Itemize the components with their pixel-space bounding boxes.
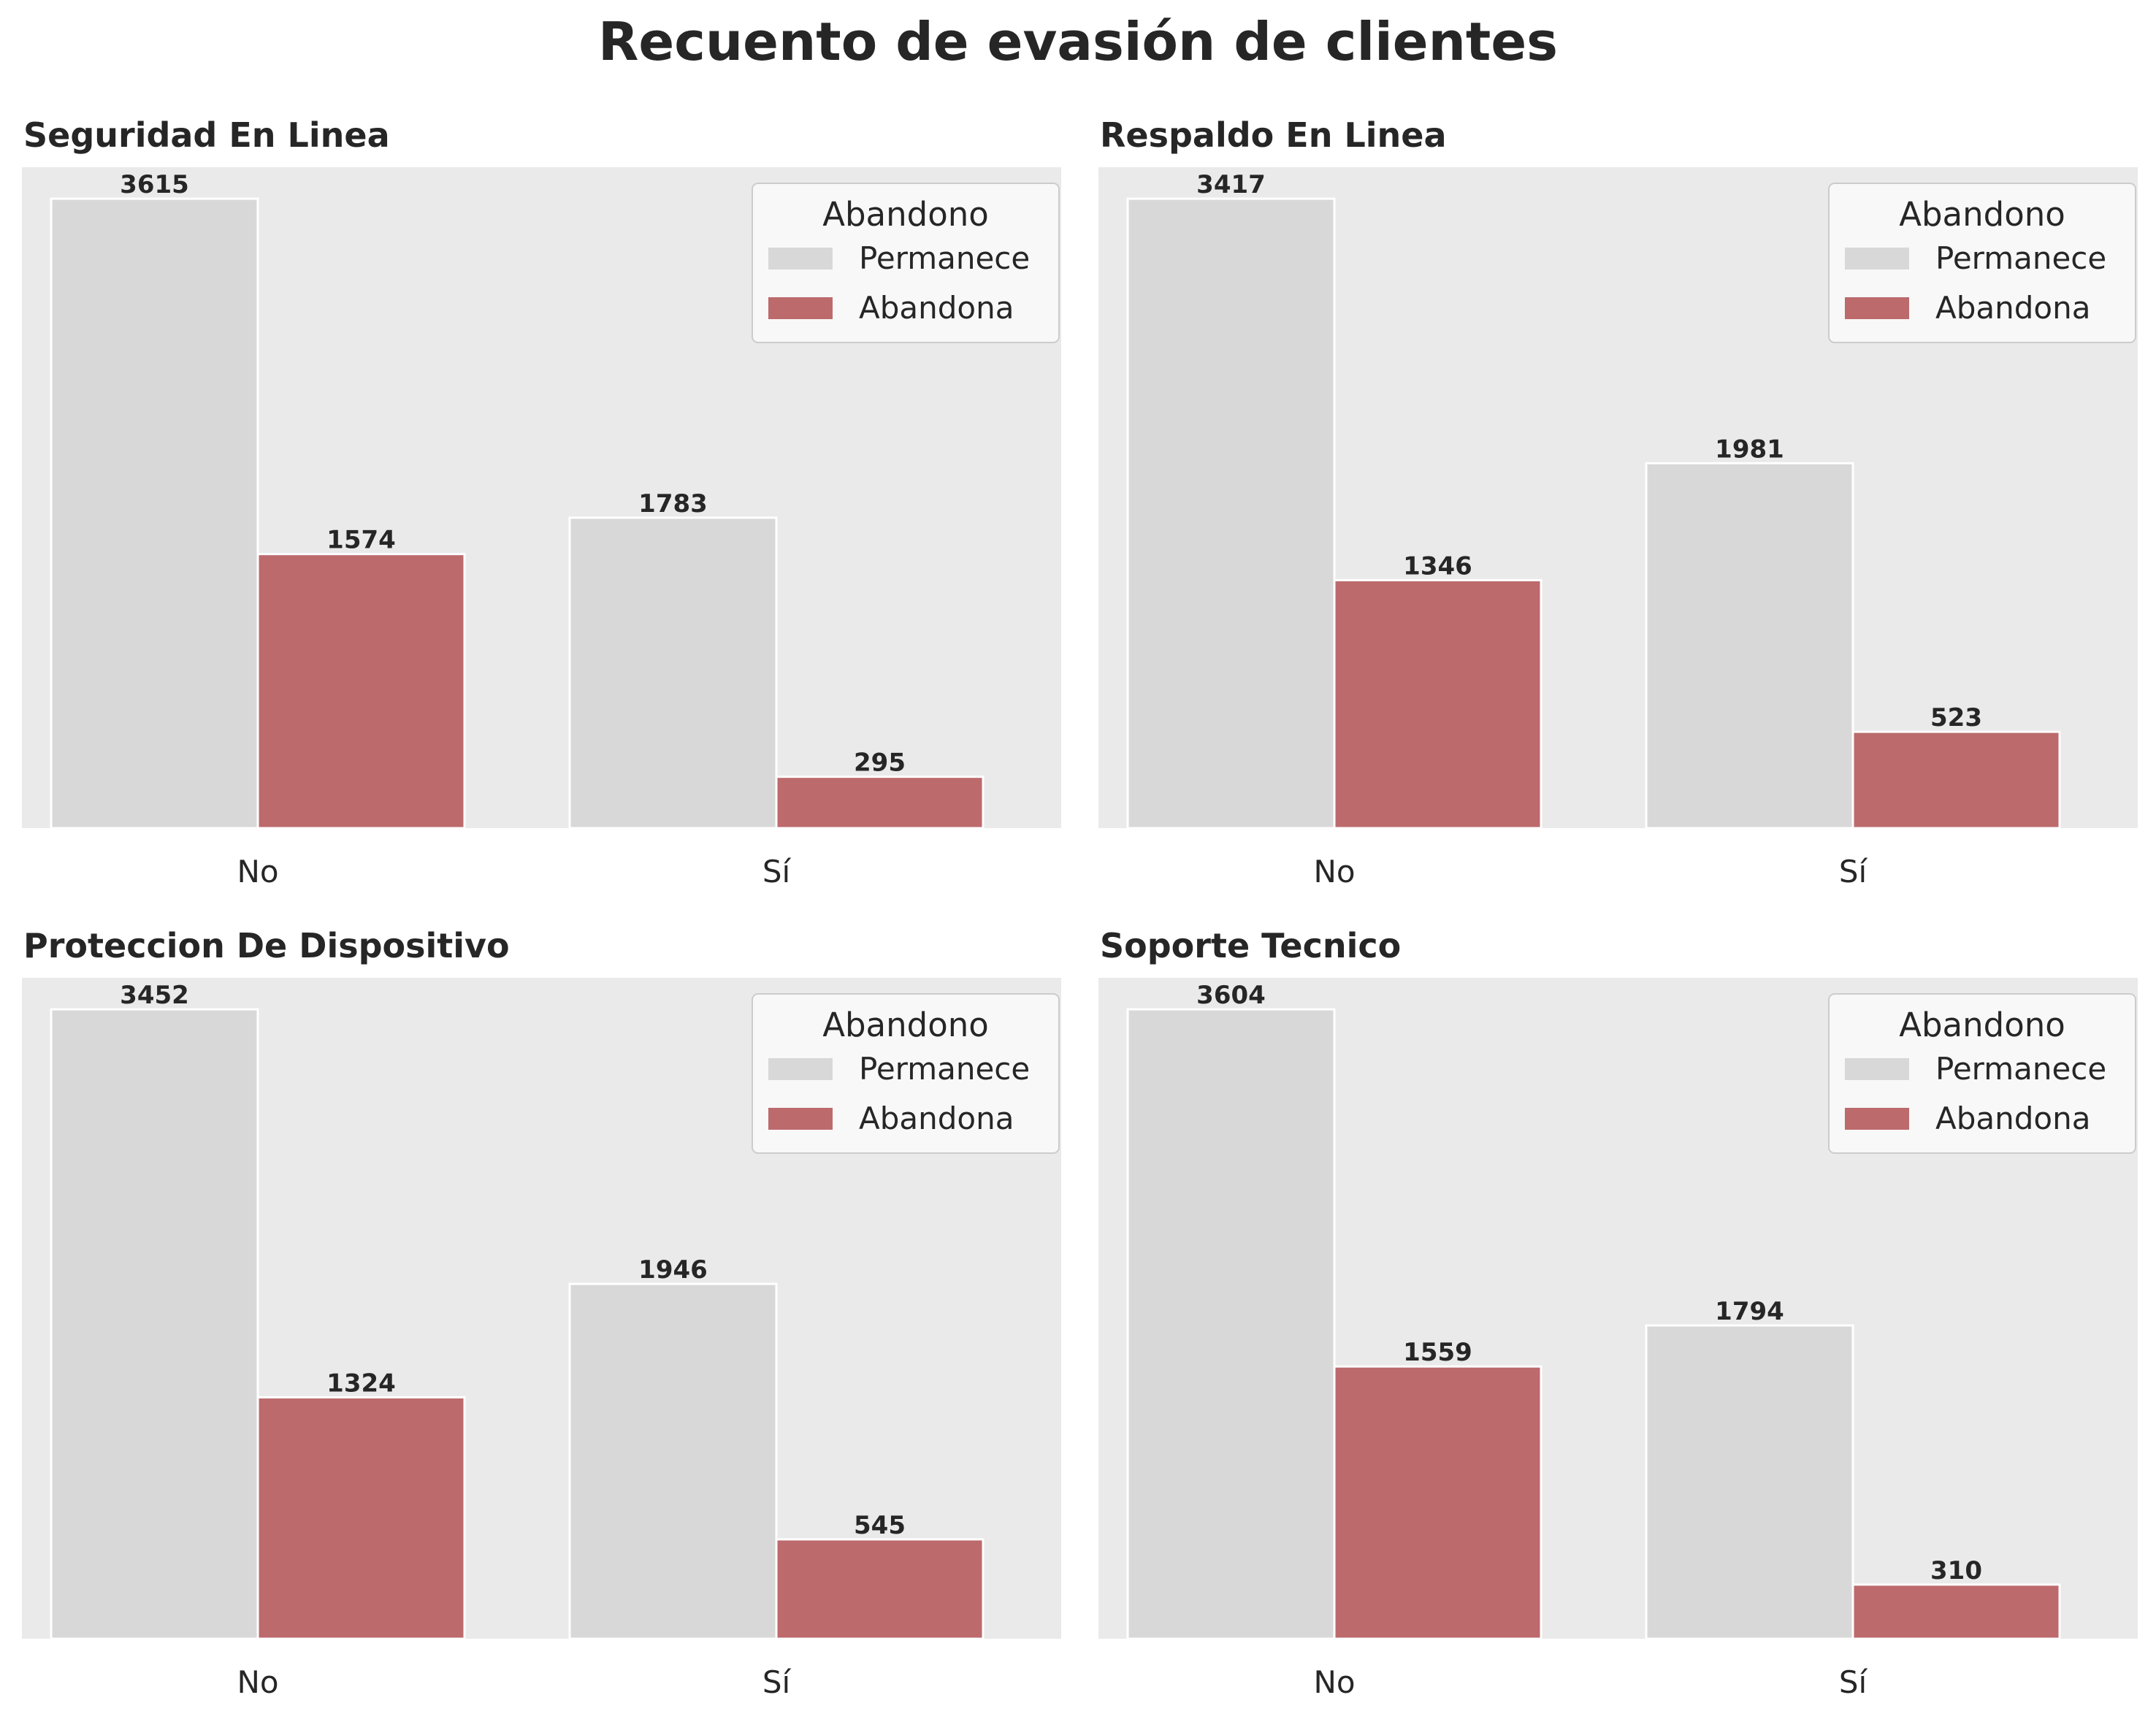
chart-panel-4: Soporte Tecnico 3604 1559 No 1794 310 Sí Abando… [1098,926,2138,1700]
data-label: 310 [1930,1556,1982,1585]
x-tick-label: Sí [762,854,792,889]
x-tick-label: No [237,1664,278,1700]
legend-swatch-abandona [768,297,833,319]
x-tick-label: No [1313,854,1355,889]
data-label: 1559 [1403,1338,1472,1367]
legend-item-label: Abandona [859,1101,1014,1136]
legend-swatch-abandona [1845,297,1909,319]
bar-permanece-0 [50,197,259,830]
bar-permanece-0 [1126,197,1336,830]
legend-swatch-permanece [1845,248,1909,269]
bar-abandona-0 [1333,1365,1543,1640]
legend-swatch-abandona [768,1108,833,1130]
data-label: 1783 [638,489,708,518]
x-tick-label: Sí [1839,854,1868,889]
data-label: 1946 [638,1255,708,1285]
legend-title: Abandono [1899,195,2065,234]
chart-title: Respaldo En Linea [1100,115,1447,155]
legend-title: Abandono [822,1006,989,1044]
bar-abandona-0 [256,1396,466,1640]
legend-swatch-permanece [1845,1058,1909,1080]
legend-item-label: Abandona [1935,290,2090,326]
legend-item-label: Permanece [859,1051,1030,1087]
chart-panel-1: Seguridad En Linea 3615 1574 No 1783 295 Sí Aba… [22,115,1061,889]
legend-title: Abandono [1899,1006,2065,1044]
data-label: 545 [854,1511,906,1540]
bar-abandona-1 [775,1538,985,1640]
bar-abandona-1 [1851,1583,2061,1640]
x-tick-label: No [1313,1664,1355,1700]
bar-permanece-1 [568,1282,778,1640]
x-tick-label: Sí [1839,1664,1868,1700]
legend-item-label: Permanece [1935,240,2106,276]
legend-item-label: Abandona [1935,1101,2090,1136]
x-tick-label: No [237,854,278,889]
legend-swatch-permanece [768,248,833,269]
legend-title: Abandono [822,195,989,234]
legend-item-label: Permanece [1935,1051,2106,1087]
bar-abandona-0 [1333,578,1543,830]
data-label: 1981 [1715,435,1784,464]
legend: Abandono Permanece Abandona [1828,183,2136,343]
data-label: 3615 [120,170,189,199]
legend: Abandono Permanece Abandona [1828,993,2136,1154]
legend-swatch-permanece [768,1058,833,1080]
legend-item-label: Abandona [859,290,1014,326]
bar-permanece-1 [1645,1324,1854,1640]
data-label: 523 [1930,703,1982,732]
panels: Seguridad En Linea 3615 1574 No 1783 295 Sí Aba… [22,115,2138,1700]
data-label: 3452 [120,981,189,1010]
data-label: 1324 [326,1369,396,1398]
legend: Abandono Permanece Abandona [752,183,1060,343]
chart-title: Soporte Tecnico [1100,926,1401,965]
bar-permanece-0 [1126,1008,1336,1640]
bar-abandona-1 [775,776,985,830]
legend-swatch-abandona [1845,1108,1909,1130]
legend-item-label: Permanece [859,240,1030,276]
data-label: 1794 [1715,1297,1784,1326]
data-label: 3417 [1196,170,1266,199]
legend: Abandono Permanece Abandona [752,993,1060,1154]
bar-permanece-0 [50,1008,259,1640]
bar-abandona-0 [256,553,466,830]
data-label: 1574 [326,526,396,555]
chart-title: Proteccion De Dispositivo [23,926,510,965]
bar-abandona-1 [1851,730,2061,830]
data-label: 295 [854,749,906,778]
chart-panel-3: Proteccion De Dispositivo 3452 1324 No 1946 5… [22,926,1061,1700]
data-label: 3604 [1196,981,1266,1010]
chart-panel-2: Respaldo En Linea 3417 1346 No 1981 523 Sí Aban… [1098,115,2138,889]
chart-title: Seguridad En Linea [23,115,390,155]
bar-permanece-1 [568,516,778,830]
data-label: 1346 [1403,551,1472,581]
bar-permanece-1 [1645,462,1854,830]
figure-title: Recuento de evasión de clientes [598,11,1558,72]
x-tick-label: Sí [762,1664,792,1700]
